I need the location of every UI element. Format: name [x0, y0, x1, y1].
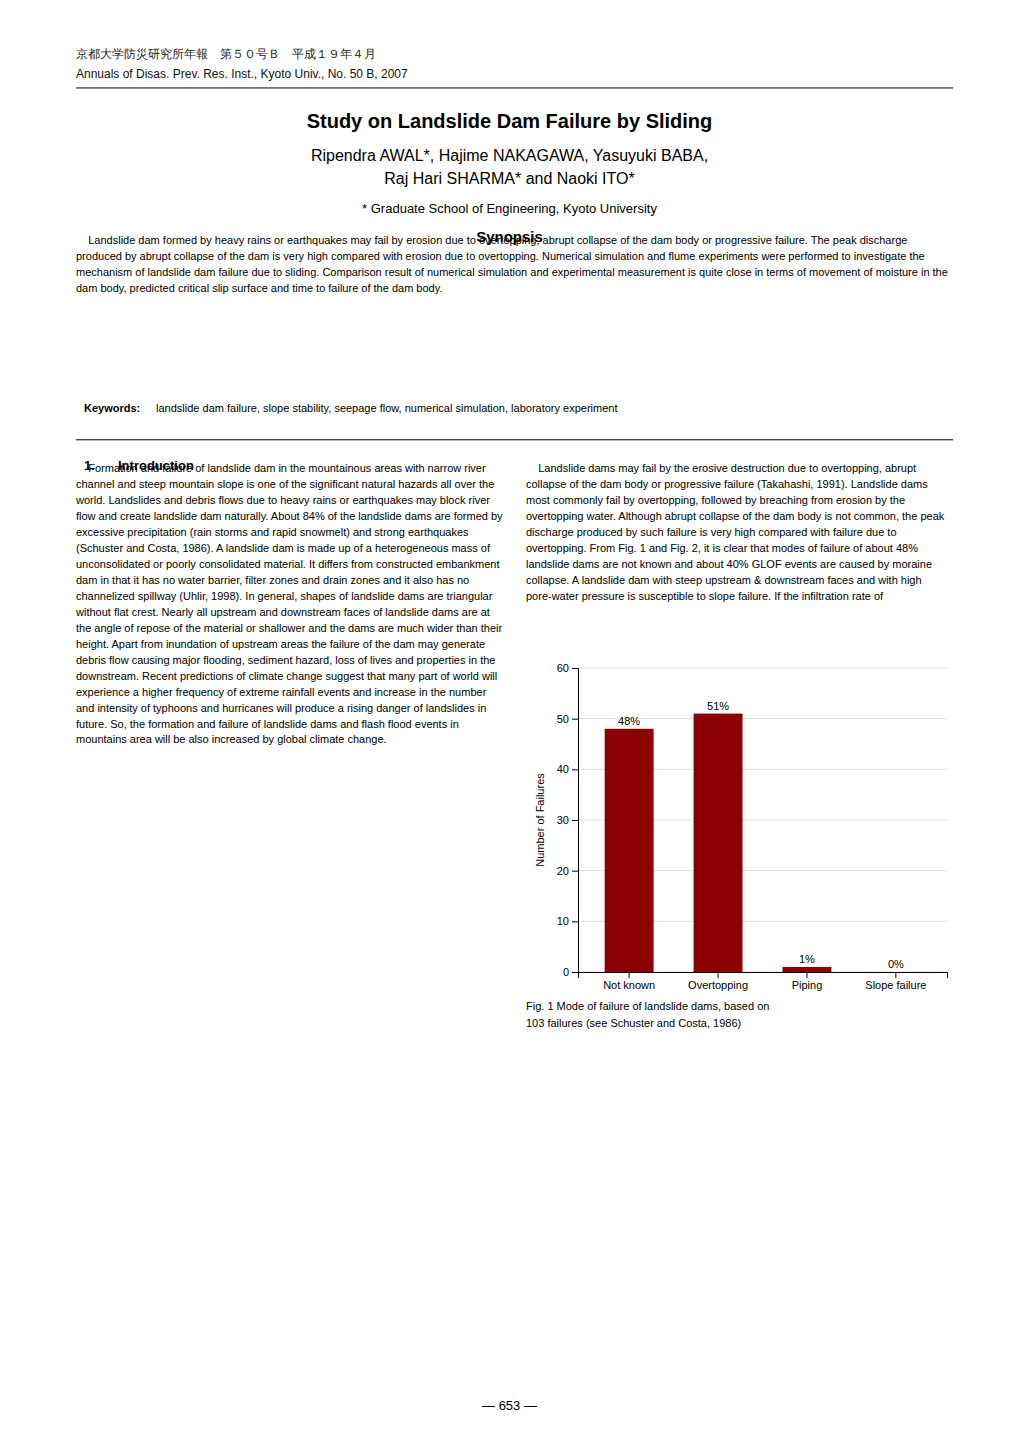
text-line: without flat crest. Nearly all upstream …	[75, 606, 490, 618]
japanese-header: 京都大学防災研究所年報 第５０号Ｂ 平成１９年４月	[76, 47, 376, 61]
x-tick-label: Slope failure	[865, 979, 926, 991]
text-line: mountains area will be also increased by…	[76, 733, 387, 745]
text-line: Landslide dams may fail by the erosive d…	[526, 462, 916, 474]
bar	[694, 714, 743, 972]
y-axis-line	[572, 669, 579, 973]
text-line: collapse of the dam body or progressive …	[526, 478, 928, 490]
text-line: (Schuster and Costa, 1986). A landslide …	[76, 542, 491, 554]
y-tick-label: 40	[557, 763, 569, 775]
bar	[871, 972, 920, 973]
text-line: landslide dams are not known and about 4…	[526, 558, 932, 570]
text-line: most commonly fail by overtopping, follo…	[526, 494, 905, 506]
y-tick-mark	[572, 769, 578, 770]
right-column-text: Landslide dams may fail by the erosive d…	[526, 462, 945, 602]
y-tick: 40	[557, 763, 578, 775]
text-line: Landslide dam formed by heavy rains or e…	[76, 234, 907, 246]
text-line: dam body, predicted critical slip surfac…	[76, 282, 442, 294]
y-tick-label: 20	[557, 865, 569, 877]
y-tick-mark	[572, 719, 578, 720]
x-tick: Not known	[603, 972, 655, 991]
text-line: flow and create landslide dam naturally.…	[76, 510, 503, 522]
text-line: world. Landslides and debris flows due t…	[75, 494, 490, 506]
y-tick-mark	[572, 820, 578, 821]
data-label: 48%	[618, 715, 640, 727]
figure-caption: Fig. 1 Mode of failure of landslide dams…	[526, 1000, 769, 1012]
figure-caption: 103 failures (see Schuster and Costa, 19…	[526, 1017, 741, 1029]
y-tick: 0	[563, 966, 578, 978]
text-line: overtopping. From Fig. 1 and Fig. 2, it …	[526, 542, 918, 554]
text-line: mechanism of landslide dam failure due t…	[76, 266, 948, 278]
x-axis-line	[579, 973, 948, 979]
y-tick-mark	[572, 668, 578, 669]
y-tick: 60	[557, 662, 578, 674]
affiliation: * Graduate School of Engineering, Kyoto …	[362, 201, 657, 216]
authors: Ripendra AWAL*, Hajime NAKAGAWA, Yasuyuk…	[311, 147, 708, 164]
text-line: the angle of repose of the material or s…	[76, 622, 503, 634]
keywords-text: landslide dam failure, slope stability, …	[153, 402, 617, 414]
x-tick-label: Overtopping	[688, 979, 748, 991]
text-line: and intensity of typhoons and hurricanes…	[76, 702, 486, 714]
y-axis-title: Number of Failures	[534, 773, 546, 867]
header-rule	[76, 87, 953, 88]
text-line: collapse. A landslide dam with steep ups…	[526, 574, 922, 586]
text-line: debris flow causing major flooding, sedi…	[76, 654, 495, 666]
synopsis-text: Landslide dam formed by heavy rains or e…	[76, 234, 948, 294]
page-number: ― 653 ―	[482, 1398, 537, 1413]
x-tick: Overtopping	[688, 972, 748, 991]
x-tick-label: Not known	[603, 979, 655, 991]
bar	[783, 967, 832, 972]
x-tick-mark	[895, 972, 896, 978]
text-line: unconsolidated or poorly consolidated ma…	[76, 558, 500, 570]
data-label: 1%	[799, 953, 815, 965]
chart: 48% 51% 1% 0% 0 10 20 30 40 50 60 Not known Overtopp…	[534, 662, 948, 991]
y-tick-label: 30	[557, 814, 569, 826]
text-line: channelized spillway (Uhlir, 1998). In g…	[76, 590, 493, 602]
text-line: downstream. Recent predictions of climat…	[76, 670, 497, 682]
data-label: 51%	[707, 700, 729, 712]
left-column-text: Formation and failure of landslide dam i…	[75, 462, 503, 745]
y-tick-mark	[572, 921, 578, 922]
x-tick-mark	[629, 972, 630, 978]
bars	[605, 714, 832, 972]
y-tick: 10	[557, 915, 578, 927]
title: Study on Landslide Dam Failure by Slidin…	[307, 110, 713, 132]
x-tick: Slope failure	[865, 972, 926, 991]
text-line: future. So, the formation and failure of…	[76, 718, 459, 730]
y-tick-mark	[572, 871, 578, 872]
x-tick-label: Piping	[792, 979, 823, 991]
grid	[578, 668, 947, 972]
y-axis: 0 10 20 30 40 50 60	[557, 662, 579, 978]
keywords-rule	[76, 439, 953, 440]
authors: Raj Hari SHARMA* and Naoki ITO*	[384, 170, 634, 187]
keywords-label: Keywords:	[84, 402, 140, 414]
y-tick: 30	[557, 814, 578, 826]
text-line: overtopping water. Although abrupt colla…	[526, 510, 945, 522]
y-tick-label: 50	[557, 713, 569, 725]
y-tick: 20	[557, 865, 578, 877]
data-label: 0%	[888, 958, 904, 970]
y-tick: 50	[557, 713, 578, 725]
x-tick-mark	[806, 972, 807, 978]
text-line: experience a higher frequency of extreme…	[76, 686, 487, 698]
bar	[605, 729, 654, 972]
text-line: discharge produced by such failure is ve…	[526, 526, 897, 538]
text-line: Formation and failure of landslide dam i…	[76, 462, 486, 474]
text-line: produced by abrupt collapse of the dam i…	[76, 250, 925, 262]
english-header: Annuals of Disas. Prev. Res. Inst., Kyot…	[76, 67, 408, 81]
page: 京都大学防災研究所年報 第５０号Ｂ 平成１９年４月 Annuals of Disa…	[0, 0, 1019, 1442]
y-tick-label: 60	[557, 662, 569, 674]
text-line: channel and steep mountain slope is one …	[76, 478, 494, 490]
text-line: height. Apart from inundation of upstrea…	[76, 638, 485, 650]
data-labels: 48% 51% 1% 0%	[618, 700, 904, 970]
y-tick-mark	[572, 972, 578, 973]
text-line: dam in that it has no water barrier, fil…	[76, 574, 469, 586]
y-tick-label: 10	[557, 915, 569, 927]
x-tick-mark	[718, 972, 719, 978]
y-tick-label: 0	[563, 966, 569, 978]
text-line: excessive precipitation (rain storms and…	[76, 526, 469, 538]
grid-line	[578, 668, 947, 669]
x-axis: Not known Overtopping Piping Slope failure	[579, 972, 948, 991]
text-line: pore-water pressure is susceptible to sl…	[526, 590, 884, 602]
x-tick: Piping	[792, 972, 823, 991]
